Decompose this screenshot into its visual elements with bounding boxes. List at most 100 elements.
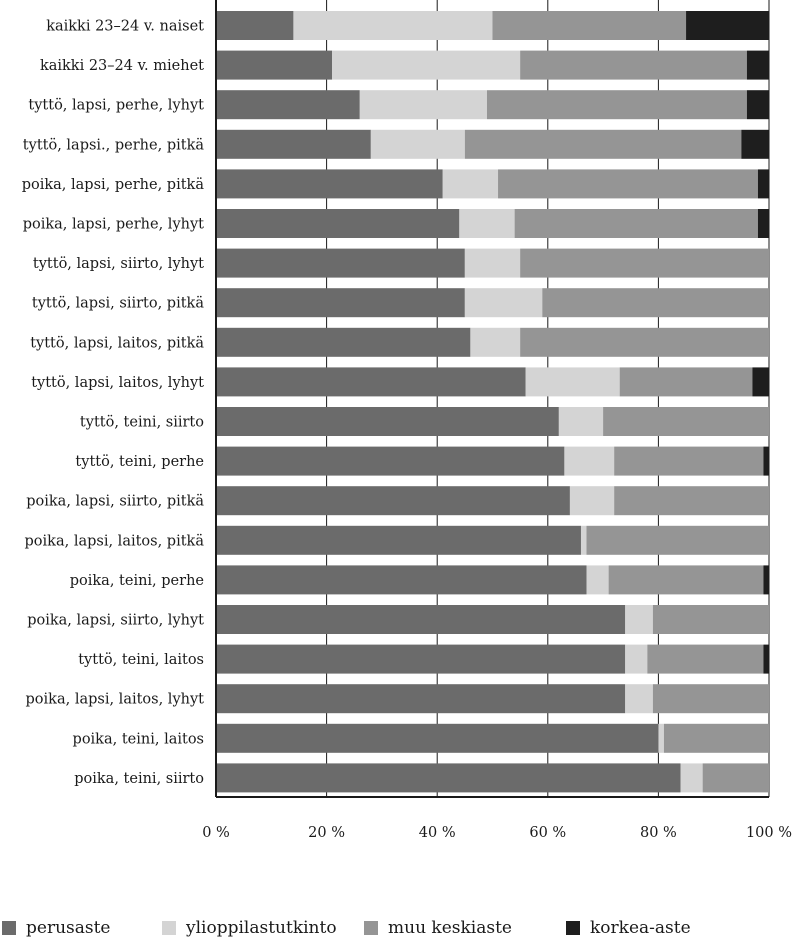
bar-segment bbox=[216, 644, 626, 674]
bar-segment bbox=[459, 209, 515, 238]
stacked-bar-chart: kaikki 23–24 v. naiset kaikki 23–24 v. mi… bbox=[22, 0, 792, 841]
bar-segment bbox=[558, 407, 604, 436]
x-tick-label: 40 % bbox=[419, 825, 456, 841]
legend-item: perusaste bbox=[2, 915, 111, 941]
x-tick-label: 80 % bbox=[640, 825, 677, 841]
bar-segment bbox=[746, 90, 769, 120]
bar-segment bbox=[614, 486, 769, 516]
bar-segment bbox=[525, 367, 620, 397]
bar-segment bbox=[680, 763, 703, 793]
bar-segment bbox=[647, 644, 764, 674]
legend-label: ylioppilastutkinto bbox=[186, 918, 337, 938]
bar-segment bbox=[216, 90, 360, 120]
bar-segment bbox=[216, 525, 581, 555]
bar-segment bbox=[216, 565, 587, 595]
bar-segment bbox=[746, 50, 769, 80]
category-label: tyttö, lapsi, laitos, lyhyt bbox=[31, 375, 204, 391]
grid-lines bbox=[326, 0, 770, 797]
bar-segment bbox=[470, 327, 521, 357]
bar-segment bbox=[763, 644, 769, 674]
bar-segment bbox=[464, 248, 521, 278]
bar-segment bbox=[332, 50, 521, 80]
bar-segment bbox=[625, 605, 653, 634]
bar-segment bbox=[752, 367, 769, 397]
category-label: tyttö, lapsi, siirto, lyhyt bbox=[33, 256, 204, 272]
bar-segment bbox=[216, 723, 659, 753]
bar-segment bbox=[216, 11, 294, 40]
bar-segment bbox=[486, 90, 747, 120]
category-label: kaikki 23–24 v. miehet bbox=[40, 58, 204, 74]
x-tick-label: 0 % bbox=[202, 825, 230, 841]
x-tick-label: 60 % bbox=[529, 825, 566, 841]
bar-segment bbox=[569, 486, 615, 516]
bar-segment bbox=[216, 209, 460, 238]
bar-segment bbox=[625, 644, 648, 674]
category-label: tyttö, teini, siirto bbox=[80, 415, 204, 431]
bar-segment bbox=[216, 169, 443, 199]
bars bbox=[216, 11, 769, 793]
bar-segment bbox=[580, 525, 587, 555]
legend: perusaste ylioppilastutkinto muu keskiaste… bbox=[0, 915, 802, 941]
legend-swatch bbox=[162, 921, 176, 935]
bar-segment bbox=[564, 446, 615, 476]
category-label: tyttö, lapsi., perhe, pitkä bbox=[23, 137, 205, 153]
bar-segment bbox=[492, 11, 687, 40]
bar-segment bbox=[464, 129, 742, 159]
x-tick-labels: 0 % 20 % 40 % 60 % 80 % 100 % bbox=[202, 825, 792, 841]
bar-segment bbox=[442, 169, 499, 199]
legend-label: perusaste bbox=[26, 918, 111, 938]
bar-segment bbox=[757, 209, 769, 238]
category-label: poika, lapsi, siirto, lyhyt bbox=[27, 613, 204, 629]
legend-item: muu keskiaste bbox=[364, 915, 512, 941]
bar-segment bbox=[608, 565, 764, 595]
bar-segment bbox=[216, 605, 626, 634]
category-label: poika, lapsi, laitos, pitkä bbox=[25, 533, 205, 549]
category-label: poika, lapsi, siirto, pitkä bbox=[26, 494, 204, 510]
bar-segment bbox=[586, 525, 769, 555]
bar-segment bbox=[652, 684, 769, 714]
category-label: tyttö, teini, laitos bbox=[78, 652, 204, 668]
bar-segment bbox=[619, 367, 753, 397]
bar-segment bbox=[542, 288, 769, 318]
bar-segment bbox=[216, 407, 559, 436]
bar-segment bbox=[514, 209, 758, 238]
bar-segment bbox=[763, 565, 769, 595]
bar-segment bbox=[614, 446, 764, 476]
bar-segment bbox=[498, 169, 758, 199]
category-label: kaikki 23–24 v. naiset bbox=[46, 19, 204, 35]
bar-segment bbox=[216, 50, 333, 80]
bar-segment bbox=[293, 11, 493, 40]
category-label: tyttö, lapsi, perhe, lyhyt bbox=[28, 98, 204, 114]
bar-segment bbox=[757, 169, 769, 199]
bar-segment bbox=[652, 605, 769, 634]
bar-segment bbox=[359, 90, 487, 120]
category-labels: kaikki 23–24 v. naiset kaikki 23–24 v. mi… bbox=[22, 19, 205, 787]
bar-segment bbox=[702, 763, 769, 793]
bar-segment bbox=[216, 327, 471, 357]
legend-label: korkea-aste bbox=[590, 918, 691, 938]
bar-segment bbox=[216, 288, 465, 318]
bar-segment bbox=[520, 327, 769, 357]
bar-segment bbox=[625, 684, 653, 714]
bar-segment bbox=[216, 248, 465, 278]
legend-swatch bbox=[364, 921, 378, 935]
category-label: poika, teini, perhe bbox=[70, 573, 204, 589]
bar-segment bbox=[520, 50, 747, 80]
bar-segment bbox=[586, 565, 609, 595]
x-tick-label: 20 % bbox=[308, 825, 345, 841]
legend-swatch bbox=[2, 921, 16, 935]
bar-segment bbox=[763, 446, 769, 476]
bar-segment bbox=[216, 446, 565, 476]
category-label: poika, teini, siirto bbox=[74, 771, 204, 787]
bar-segment bbox=[686, 11, 769, 40]
legend-item: ylioppilastutkinto bbox=[162, 915, 337, 941]
bar-segment bbox=[216, 763, 681, 793]
legend-label: muu keskiaste bbox=[388, 918, 512, 938]
category-label: poika, lapsi, perhe, lyhyt bbox=[23, 217, 204, 233]
bar-segment bbox=[216, 367, 526, 397]
legend-item: korkea-aste bbox=[566, 915, 691, 941]
bar-segment bbox=[370, 129, 465, 159]
bar-segment bbox=[520, 248, 769, 278]
bar-segment bbox=[658, 723, 664, 753]
category-label: poika, lapsi, perhe, pitkä bbox=[22, 177, 205, 193]
